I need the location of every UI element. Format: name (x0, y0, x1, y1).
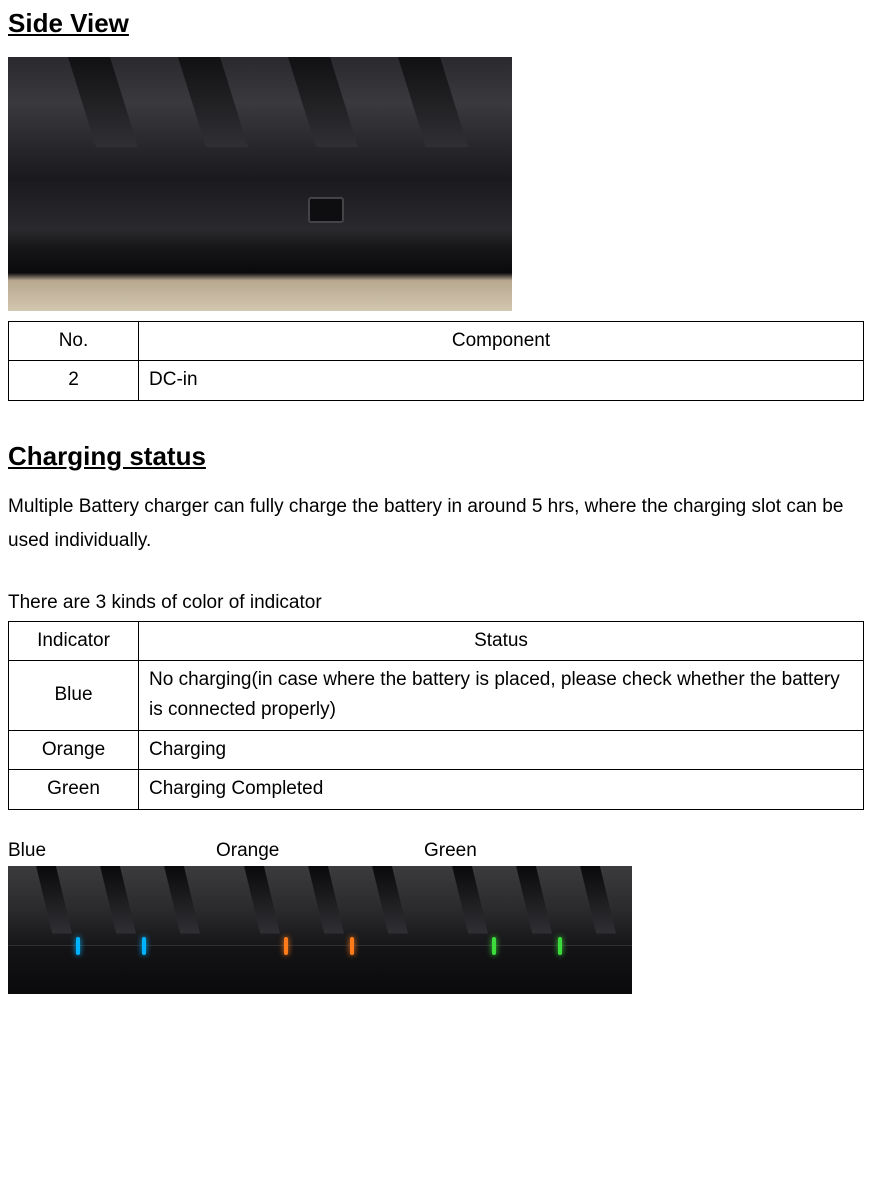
charging-status-heading: Charging status (8, 441, 864, 472)
side-view-table: No. Component 2 DC-in (8, 321, 864, 401)
table-cell-indicator: Orange (9, 730, 139, 769)
side-view-photo (8, 57, 512, 311)
table-row: No. Component (9, 322, 864, 361)
thumbnail-blue (8, 866, 216, 994)
table-cell-indicator: Blue (9, 660, 139, 730)
table-cell-no: 2 (9, 361, 139, 400)
led-icon (142, 937, 146, 955)
label-orange: Orange (216, 840, 424, 862)
charging-description: Multiple Battery charger can fully charg… (8, 490, 864, 558)
table-header-no: No. (9, 322, 139, 361)
table-row: Blue No charging(in case where the batte… (9, 660, 864, 730)
table-row: Green Charging Completed (9, 770, 864, 809)
table-cell-status: Charging Completed (139, 770, 864, 809)
indicator-intro: There are 3 kinds of color of indicator (8, 588, 864, 618)
label-blue: Blue (8, 840, 216, 862)
thumbnail-orange (216, 866, 424, 994)
led-icon (558, 937, 562, 955)
table-row: Indicator Status (9, 621, 864, 660)
led-icon (76, 937, 80, 955)
led-icon (350, 937, 354, 955)
thumbnail-green (424, 866, 632, 994)
thumbnail-labels: Blue Orange Green (8, 840, 864, 862)
table-cell-status: No charging(in case where the battery is… (139, 660, 864, 730)
table-cell-status: Charging (139, 730, 864, 769)
label-green: Green (424, 840, 632, 862)
table-header-component: Component (139, 322, 864, 361)
table-row: Orange Charging (9, 730, 864, 769)
table-row: 2 DC-in (9, 361, 864, 400)
thumbnail-row (8, 866, 864, 994)
led-icon (492, 937, 496, 955)
table-cell-component: DC-in (139, 361, 864, 400)
led-icon (284, 937, 288, 955)
table-cell-indicator: Green (9, 770, 139, 809)
table-header-indicator: Indicator (9, 621, 139, 660)
side-view-heading: Side View (8, 8, 864, 39)
table-header-status: Status (139, 621, 864, 660)
indicator-table: Indicator Status Blue No charging(in cas… (8, 621, 864, 810)
